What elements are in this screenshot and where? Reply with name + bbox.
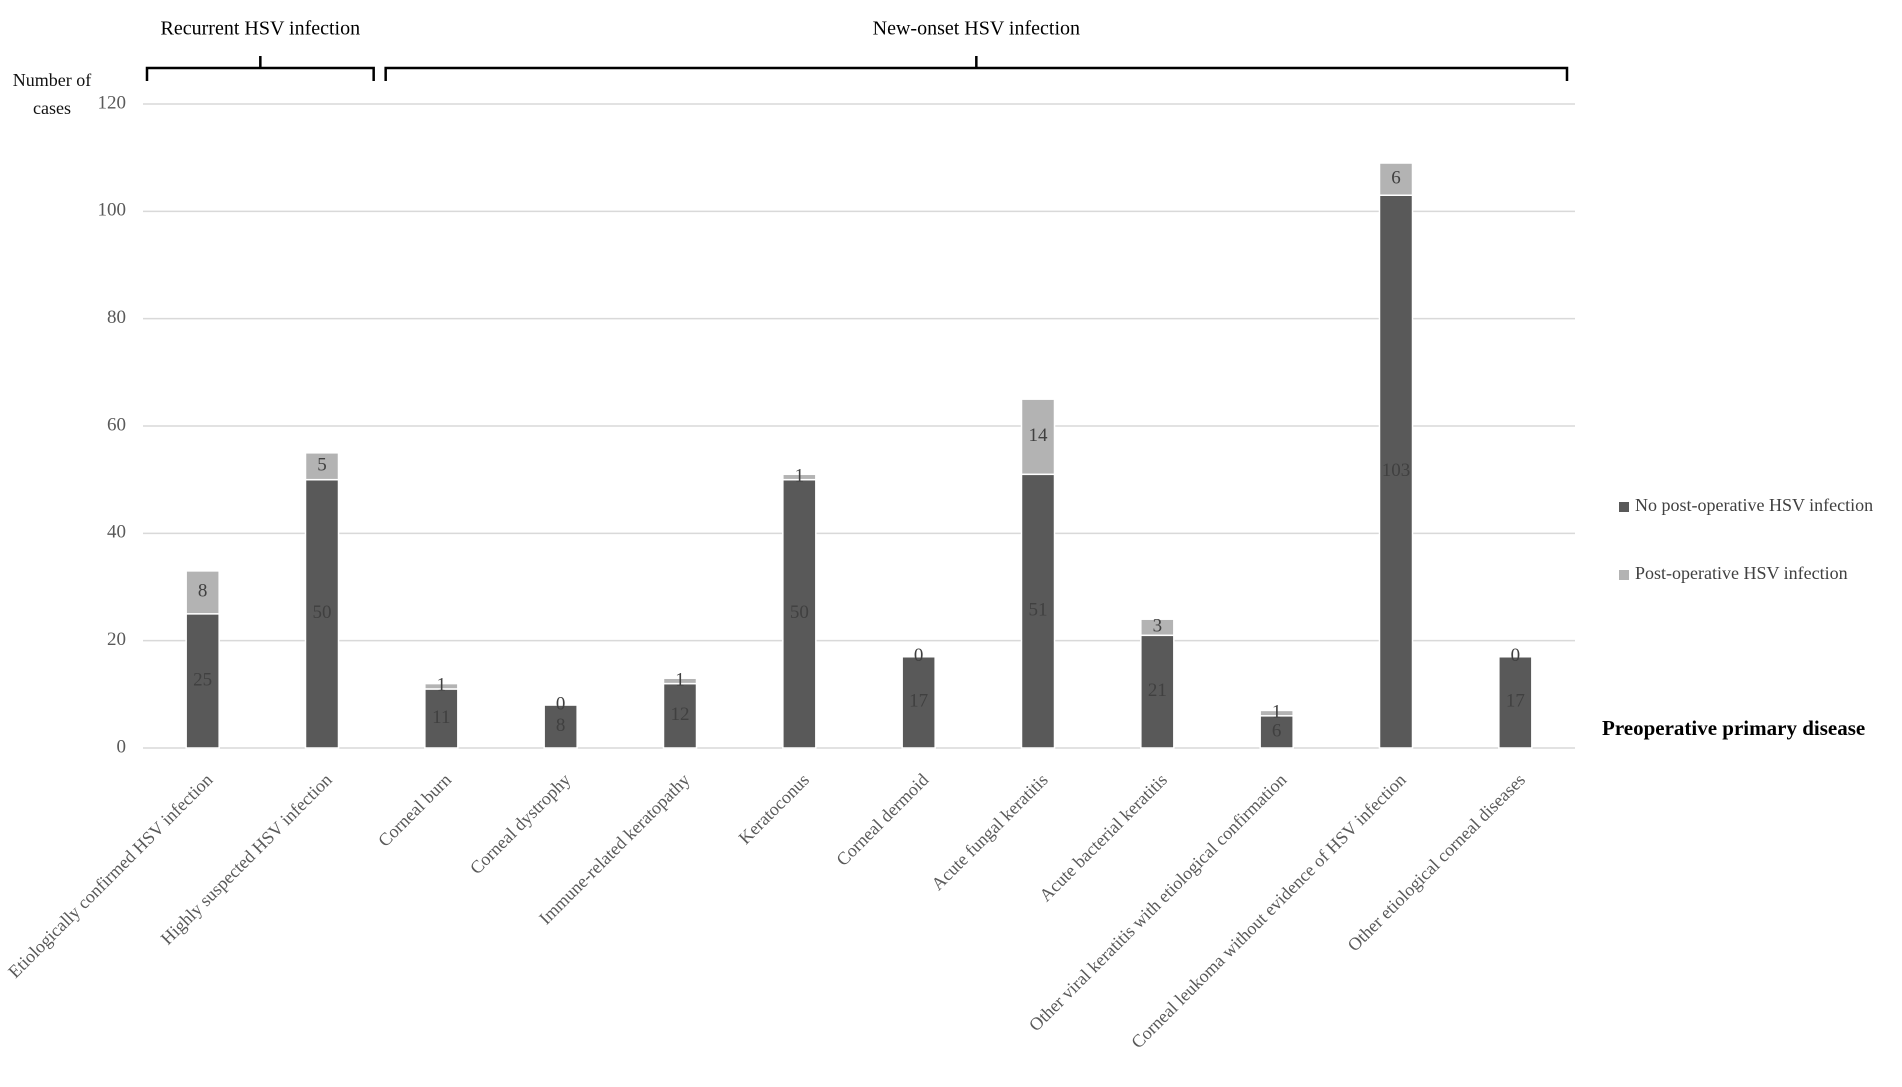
y-tick-label: 60 [107, 414, 126, 435]
x-tick-label: Keratoconus [735, 770, 813, 848]
bar-segment [662, 682, 698, 749]
data-label: 1 [675, 669, 685, 690]
bar-segment [1140, 618, 1175, 637]
bar-segment [424, 682, 459, 690]
group-bracket [145, 56, 375, 81]
bar-segment [1259, 709, 1294, 717]
bar-segment [662, 677, 698, 685]
group-label: Recurrent HSV infection [161, 18, 361, 40]
y-tick-label: 80 [107, 307, 126, 328]
data-label: 1 [437, 675, 447, 696]
legend-swatch [1619, 570, 1629, 580]
y-tick-label: 0 [117, 736, 127, 757]
y-tick-label: 120 [98, 92, 127, 113]
data-label: 6 [1391, 167, 1401, 188]
x-tick-label: Other viral keratitis with etiological c… [1025, 770, 1290, 1035]
legend-label: Post-operative HSV infection [1635, 563, 1848, 583]
x-tick-label: Acute fungal keratitis [927, 770, 1051, 894]
data-label: 17 [909, 691, 928, 712]
bar-segment [782, 473, 817, 481]
y-tick-label: 40 [107, 522, 126, 543]
data-label: 0 [1511, 645, 1521, 666]
bar-segment [1498, 656, 1533, 749]
data-label: 0 [914, 645, 924, 666]
data-label: 3 [1153, 616, 1163, 637]
data-label: 6 [1272, 720, 1282, 741]
data-label: 21 [1148, 680, 1167, 701]
x-tick-label: Corneal dermoid [832, 770, 932, 870]
bar-segment [185, 613, 220, 749]
data-label: 51 [1029, 600, 1048, 621]
data-label: 0 [556, 693, 566, 714]
x-tick-label: Corneal dystrophy [466, 770, 575, 879]
data-label: 11 [432, 707, 450, 728]
x-tick-label: Acute bacterial keratitis [1035, 770, 1171, 906]
bar-segment [901, 656, 936, 749]
bar-segment [1378, 194, 1414, 749]
x-tick-label: Corneal leukoma without evidence of HSV … [1127, 770, 1410, 1053]
group-label: New-onset HSV infection [873, 18, 1080, 40]
data-label: 1 [795, 465, 805, 486]
legend-swatch [1619, 502, 1629, 512]
data-label: 17 [1506, 691, 1525, 712]
data-label: 25 [193, 669, 212, 690]
y-axis-label: Number of cases [12, 70, 92, 118]
data-label: 1 [1272, 701, 1282, 722]
bar-segment [1020, 398, 1056, 476]
x-tick-label: Corneal burn [374, 770, 455, 851]
data-label: 50 [790, 602, 809, 623]
bar-segment [543, 704, 578, 749]
data-label: 103 [1382, 460, 1411, 481]
data-label: 8 [198, 581, 208, 602]
bar-segment [424, 688, 459, 749]
bar-segment [185, 570, 220, 615]
bar-segment [304, 478, 340, 749]
legend-label: No post-operative HSV infection [1635, 495, 1873, 515]
y-tick-label: 20 [107, 629, 126, 650]
y-tick-label: 100 [98, 200, 127, 221]
x-axis-label: Preoperative primary disease [1602, 716, 1865, 740]
data-label: 14 [1029, 425, 1049, 446]
bar-segment [304, 452, 340, 481]
data-label: 5 [317, 455, 327, 476]
bar-segment [1020, 473, 1056, 749]
group-bracket [384, 56, 1569, 81]
bar-segment [1378, 162, 1414, 196]
bar-segment [1140, 634, 1175, 749]
data-label: 8 [556, 715, 566, 736]
x-tick-label: Etiologically confirmed HSV infection [4, 770, 216, 982]
data-label: 50 [313, 602, 332, 623]
data-label: 12 [671, 704, 690, 725]
